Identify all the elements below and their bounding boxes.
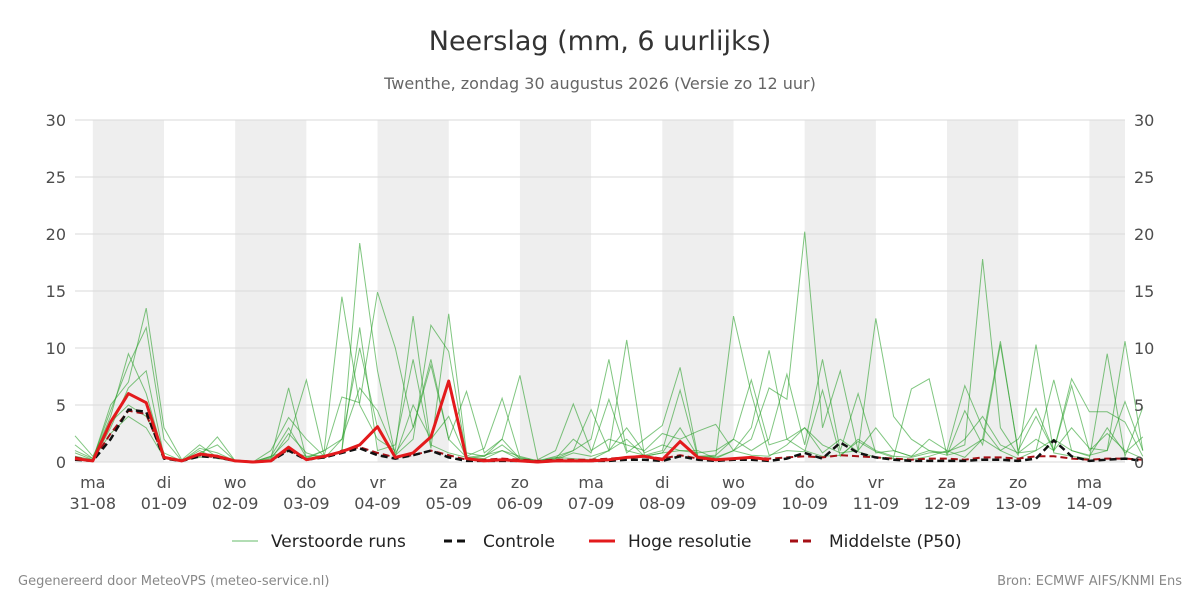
x-tick-day: di: [157, 473, 172, 492]
x-tick-day: vr: [370, 473, 386, 492]
y-tick-label: 5: [1134, 396, 1144, 415]
x-tick-day: wo: [722, 473, 745, 492]
y-tick-label: 15: [1134, 282, 1154, 301]
legend-label: Verstoorde runs: [271, 532, 406, 552]
legend-label: Controle: [483, 532, 555, 552]
x-tick-day: do: [795, 473, 815, 492]
series-line-controle: [74, 408, 1143, 464]
x-tick-day: di: [655, 473, 670, 492]
x-tick-date: 12-09: [924, 494, 971, 513]
legend: Verstoorde runs Controle Hoge resolutie Mid…: [232, 532, 962, 552]
x-tick-day: zo: [1009, 473, 1027, 492]
legend-label: Middelste (P50): [829, 532, 962, 552]
footer-source: Bron: ECMWF AIFS/KNMI Ens: [997, 574, 1182, 589]
y-tick-label: 25: [46, 168, 66, 187]
x-tick-date: 11-09: [853, 494, 900, 513]
x-axis: ma 31-08 di 01-09 wo 02-09 do 03-09 vr 04-09 za 05-…: [70, 473, 1113, 513]
y-axis-right: 0 5 10 15 20 25 30: [1134, 111, 1154, 472]
x-tick-day: za: [938, 473, 956, 492]
x-tick-day: ma: [80, 473, 105, 492]
x-tick-date: 14-09: [1066, 494, 1113, 513]
x-tick-date: 10-09: [781, 494, 828, 513]
x-tick-day: wo: [224, 473, 247, 492]
y-tick-label: 0: [56, 453, 66, 472]
x-tick-day: vr: [868, 473, 884, 492]
y-tick-label: 0: [1134, 453, 1144, 472]
x-tick-date: 13-09: [995, 494, 1042, 513]
x-tick-date: 01-09: [141, 494, 188, 513]
y-tick-label: 10: [46, 339, 66, 358]
x-tick-date: 08-09: [639, 494, 686, 513]
x-tick-day: do: [296, 473, 316, 492]
y-tick-label: 25: [1134, 168, 1154, 187]
x-tick-day: ma: [578, 473, 603, 492]
x-tick-day: zo: [511, 473, 529, 492]
legend-label: Hoge resolutie: [628, 532, 752, 552]
y-tick-label: 10: [1134, 339, 1154, 358]
x-tick-date: 09-09: [710, 494, 757, 513]
footer-credit: Gegenereerd door MeteoVPS (meteo-service…: [18, 574, 329, 589]
chart-title: Neerslag (mm, 6 uurlijks): [429, 26, 771, 57]
y-tick-label: 30: [1134, 111, 1154, 130]
y-tick-label: 15: [46, 282, 66, 301]
x-tick-date: 06-09: [497, 494, 544, 513]
y-tick-label: 5: [56, 396, 66, 415]
x-tick-day: ma: [1077, 473, 1102, 492]
chart-subtitle: Twenthe, zondag 30 augustus 2026 (Versie…: [383, 74, 816, 93]
y-axis-left: 0 5 10 15 20 25 30: [46, 111, 66, 472]
x-tick-date: 02-09: [212, 494, 259, 513]
y-tick-label: 20: [1134, 225, 1154, 244]
x-tick-date: 04-09: [354, 494, 401, 513]
main-series: [74, 379, 1143, 464]
x-tick-date: 07-09: [568, 494, 615, 513]
y-tick-label: 20: [46, 225, 66, 244]
x-tick-date: 31-08: [70, 494, 117, 513]
x-tick-day: za: [440, 473, 458, 492]
y-tick-label: 30: [46, 111, 66, 130]
x-tick-date: 05-09: [425, 494, 472, 513]
x-tick-date: 03-09: [283, 494, 330, 513]
series-line-hoge-resolutie: [74, 379, 770, 464]
